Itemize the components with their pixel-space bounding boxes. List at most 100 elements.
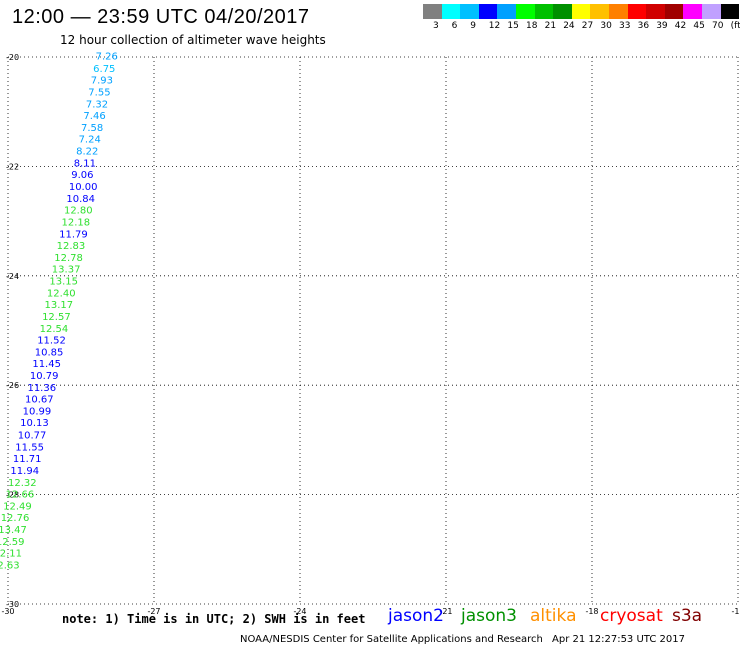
colorbar-label: 42: [674, 21, 687, 31]
wave-height-value: 11.94: [10, 466, 39, 477]
wave-height-value: 12.11: [0, 548, 22, 559]
colorbar-label: 15: [507, 21, 519, 31]
colorbar-label: 33: [619, 21, 631, 31]
wave-height-value: 11.45: [32, 359, 61, 370]
wave-height-value: 11.36: [27, 383, 56, 394]
colorbar-label: 3: [433, 21, 439, 31]
wave-height-value: 12.32: [8, 478, 37, 489]
colorbar-swatch: [515, 4, 535, 19]
colorbar-swatch: [497, 4, 516, 19]
wave-height-value: 12.66: [6, 489, 35, 500]
wave-height-value: 7.93: [91, 75, 113, 86]
wave-height-value: 11.71: [13, 454, 42, 465]
wave-height-value: 10.77: [18, 430, 47, 441]
x-tick-label: -24: [293, 607, 306, 616]
wave-height-value: 7.24: [79, 134, 101, 145]
wave-height-value: 10.13: [20, 418, 49, 429]
wave-height-value: 10.99: [23, 407, 52, 418]
wave-height-value: 12.59: [0, 537, 24, 548]
legend-item: jason2: [388, 606, 444, 626]
wave-height-value: 10.79: [30, 371, 59, 382]
wave-height-value: 7.58: [81, 123, 103, 134]
colorbar-swatch: [720, 4, 740, 19]
y-tick-label: -30: [6, 600, 19, 609]
wave-height-value: 12.83: [57, 241, 86, 252]
legend-item: jason3: [461, 606, 517, 626]
wave-height-value: 7.46: [83, 111, 105, 122]
colorbar-label: 18: [526, 21, 538, 31]
x-tick-label: -15: [731, 607, 740, 616]
colorbar-label: 27: [581, 21, 594, 31]
legend-item: cryosat: [600, 606, 663, 626]
colorbar-swatch: [608, 4, 628, 19]
y-tick-label: -20: [6, 53, 19, 62]
y-tick-label: -28: [6, 491, 19, 500]
wave-height-value: 6.75: [93, 64, 115, 75]
colorbar-label: 12: [488, 21, 501, 31]
x-tick-label: -18: [585, 607, 598, 616]
colorbar-label: 70: [712, 21, 724, 31]
colorbar-swatch: [441, 4, 461, 19]
wave-height-value: 8.11: [74, 158, 96, 169]
wave-height-value: 13.47: [0, 525, 27, 536]
chart-subtitle: 12 hour collection of altimeter wave hei…: [60, 33, 326, 47]
y-tick-label: -22: [6, 162, 19, 171]
colorbar-swatch: [683, 4, 702, 19]
colorbar-label: 21: [544, 21, 557, 31]
wave-height-value: 12.78: [54, 253, 83, 264]
wave-height-value: 13.17: [45, 300, 74, 311]
wave-height-value: 11.52: [37, 336, 66, 347]
wave-height-value: 10.85: [35, 348, 64, 359]
x-tick-label: -30: [1, 607, 14, 616]
wave-height-value: 7.26: [96, 52, 118, 63]
colorbar-swatch: [478, 4, 498, 19]
colorbar-label: 39: [656, 21, 668, 31]
wave-height-value: 7.55: [88, 87, 110, 98]
wave-height-value: 12.49: [3, 501, 32, 512]
wave-height-value: 13.37: [52, 265, 81, 276]
colorbar-swatch: [460, 4, 479, 19]
generated-timestamp: Apr 21 12:27:53 UTC 2017: [552, 634, 685, 645]
wave-height-value: 10.84: [66, 194, 95, 205]
y-tick-label: -26: [6, 381, 19, 390]
colorbar-label: 36: [637, 21, 650, 31]
wave-height-value: 8.22: [76, 146, 98, 157]
wave-height-value: 10.67: [25, 395, 54, 406]
colorbar: [423, 4, 740, 19]
wave-height-value: 13.15: [49, 277, 78, 288]
colorbar-swatch: [534, 4, 554, 19]
colorbar-label: 6: [451, 21, 458, 31]
y-tick-label: -24: [6, 272, 19, 281]
wave-height-value: 12.40: [47, 289, 76, 300]
x-tick-label: -21: [439, 607, 452, 616]
colorbar-label: 30: [600, 21, 612, 31]
wave-height-value: 12.63: [0, 560, 20, 571]
legend-item: altika: [530, 606, 577, 626]
x-tick-label: -27: [147, 607, 160, 616]
wave-height-value: 12.54: [40, 324, 69, 335]
wave-height-value: 12.76: [1, 513, 30, 524]
colorbar-swatch: [701, 4, 721, 19]
wave-height-value: 12.57: [42, 312, 71, 323]
colorbar-label: 9: [470, 21, 476, 31]
wave-height-value: 12.80: [64, 205, 93, 216]
colorbar-swatch: [571, 4, 591, 19]
credit-text: NOAA/NESDIS Center for Satellite Applica…: [240, 634, 543, 645]
wave-height-value: 11.79: [59, 230, 88, 241]
colorbar-swatch: [664, 4, 684, 19]
wave-height-value: 7.32: [86, 99, 108, 110]
wave-height-value: 11.55: [15, 442, 44, 453]
colorbar-swatch: [553, 4, 572, 19]
wave-height-value: 9.06: [71, 170, 93, 181]
chart-title: 12:00 — 23:59 UTC 04/20/2017: [12, 6, 310, 28]
colorbar-label: 45: [693, 21, 705, 31]
colorbar-swatch: [590, 4, 609, 19]
legend-item: s3a: [672, 606, 703, 626]
colorbar-swatch: [627, 4, 647, 19]
colorbar-swatch: [423, 4, 442, 19]
chart-note: note: 1) Time is in UTC; 2) SWH is in fe…: [62, 612, 366, 626]
colorbar-swatch: [646, 4, 665, 19]
wave-height-value: 12.18: [62, 217, 91, 228]
wave-height-value: 10.00: [69, 182, 98, 193]
